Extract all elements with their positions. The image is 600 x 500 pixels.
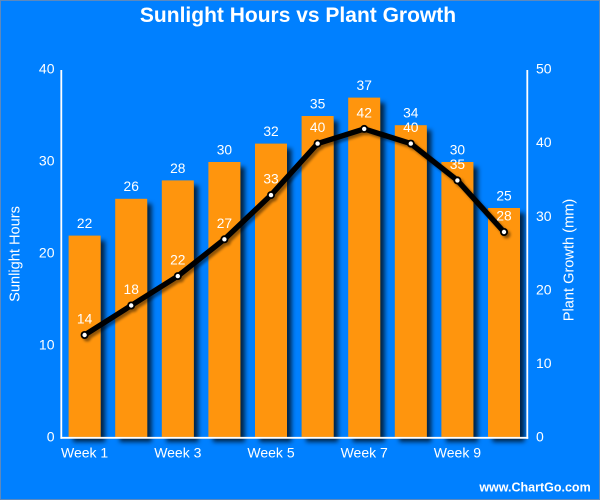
svg-text:0: 0 [536,429,544,445]
svg-text:Week 5: Week 5 [247,445,294,461]
svg-text:18: 18 [124,282,140,297]
svg-text:30: 30 [217,142,233,157]
svg-text:0: 0 [47,429,55,445]
svg-text:10: 10 [39,337,55,353]
svg-text:40: 40 [310,120,326,135]
svg-text:28: 28 [170,161,186,176]
svg-text:34: 34 [403,106,419,121]
svg-text:22: 22 [77,216,92,231]
svg-text:35: 35 [450,157,466,172]
svg-text:10: 10 [536,355,552,371]
svg-text:Sunlight Hours vs Plant Growth: Sunlight Hours vs Plant Growth [140,4,456,27]
svg-text:32: 32 [263,124,278,139]
svg-text:Week 7: Week 7 [341,445,388,461]
svg-text:Plant Growth (mm): Plant Growth (mm) [562,199,578,321]
svg-text:33: 33 [263,172,279,187]
svg-text:35: 35 [310,96,326,111]
svg-text:25: 25 [496,188,512,203]
svg-text:37: 37 [357,78,372,93]
svg-text:40: 40 [39,61,55,77]
svg-text:20: 20 [39,245,55,261]
svg-text:27: 27 [217,216,232,231]
svg-text:28: 28 [496,209,512,224]
svg-text:42: 42 [357,105,372,120]
svg-text:30: 30 [39,153,55,169]
svg-text:Week 1: Week 1 [61,445,108,461]
svg-text:www.ChartGo.com: www.ChartGo.com [478,481,590,495]
svg-text:Week 3: Week 3 [154,445,201,461]
svg-text:Week 9: Week 9 [434,445,481,461]
svg-text:50: 50 [536,61,552,77]
svg-text:26: 26 [124,179,140,194]
svg-text:22: 22 [170,253,185,268]
svg-text:30: 30 [536,208,552,224]
svg-text:14: 14 [77,312,93,327]
svg-text:30: 30 [450,142,466,157]
svg-text:Sunlight Hours: Sunlight Hours [7,206,23,302]
svg-text:40: 40 [403,120,419,135]
svg-text:20: 20 [536,281,552,297]
svg-text:40: 40 [536,134,552,150]
